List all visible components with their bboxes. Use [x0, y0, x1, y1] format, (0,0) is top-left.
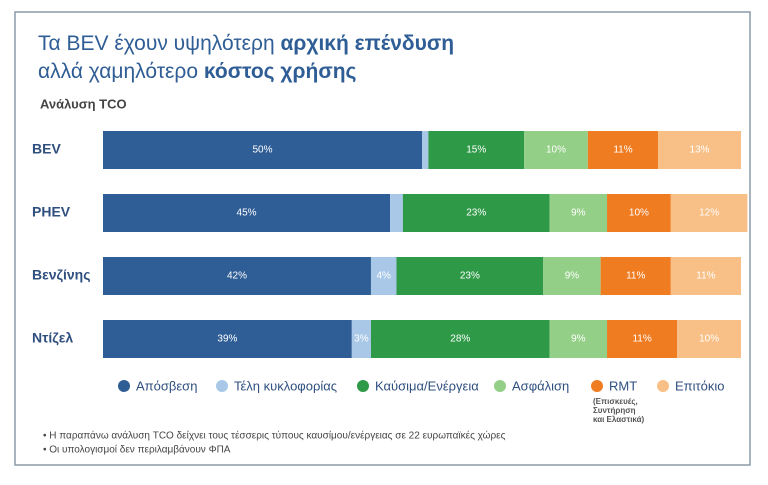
data-label: 15% — [466, 145, 486, 156]
data-label: 23% — [466, 208, 486, 219]
title-part: αρχική επένδυση — [280, 32, 454, 55]
bar-segment — [370, 257, 397, 295]
frame — [14, 11, 751, 466]
data-label: 23% — [460, 271, 480, 282]
bar-segment — [402, 194, 550, 232]
bar-segment — [670, 257, 741, 295]
title-part: κόστος χρήσης — [204, 60, 357, 83]
legend-label: RMT — [609, 378, 637, 393]
data-label: 11% — [696, 271, 715, 282]
bar-segment — [549, 320, 608, 358]
legend-label: Καύσιμα/Ενέργεια — [375, 378, 479, 393]
legend-marker — [657, 380, 669, 392]
bar-segment — [543, 257, 601, 295]
legend-label: Τέλη κυκλοφορίας — [234, 378, 337, 393]
bar-segment — [549, 194, 608, 232]
bar-segment — [422, 131, 429, 169]
category-label: PHEV — [32, 204, 71, 220]
legend-label: Επιτόκιο — [675, 378, 725, 393]
legend-marker — [118, 380, 130, 392]
bar-segment — [103, 257, 371, 295]
footnote: • Η παραπάνω ανάλυση TCO δείχνει τους τέ… — [43, 430, 506, 442]
legend-marker — [591, 380, 603, 392]
legend-note: και Ελαστικά) — [593, 415, 645, 424]
bar-segment — [670, 194, 748, 232]
legend-marker — [357, 380, 369, 392]
data-label: 10% — [699, 334, 719, 345]
data-label: 9% — [571, 334, 586, 345]
data-label: 45% — [237, 208, 257, 219]
legend-note: Συντήρηση — [593, 406, 636, 415]
legend-note: (Επισκευές, — [593, 397, 638, 406]
data-label: 11% — [613, 145, 632, 156]
bar-segment — [103, 194, 391, 232]
data-label: 10% — [546, 145, 566, 156]
bar-segment — [370, 320, 550, 358]
bar-segment — [607, 194, 671, 232]
bar-segment — [390, 194, 403, 232]
data-label: 13% — [690, 145, 710, 156]
legend-label: Απόσβεση — [136, 378, 197, 393]
data-label: 28% — [450, 334, 470, 345]
data-label: 3% — [354, 334, 369, 345]
bar-segment — [351, 320, 371, 358]
bar-segment — [658, 131, 741, 169]
data-label: 11% — [632, 334, 651, 345]
data-label: 39% — [217, 334, 237, 345]
chart-title: αλλά χαμηλότερο κόστος χρήσης — [38, 60, 357, 83]
bar-segment — [677, 320, 741, 358]
footnote: • Οι υπολογισμοί δεν περιλαμβάνουν ΦΠΑ — [43, 444, 231, 456]
legend-label: Ασφάλιση — [512, 378, 569, 393]
subtitle: Ανάλυση TCO — [40, 96, 127, 111]
bar-segment — [103, 131, 422, 169]
data-label: 10% — [629, 208, 649, 219]
data-label: 4% — [376, 271, 391, 282]
category-label: Βενζίνης — [32, 267, 91, 283]
data-label: 11% — [626, 271, 645, 282]
legend-marker — [494, 380, 506, 392]
title-part: αλλά χαμηλότερο — [38, 60, 204, 83]
data-label: 50% — [252, 145, 272, 156]
bar-segment — [428, 131, 525, 169]
data-label: 9% — [565, 271, 580, 282]
data-label: 42% — [227, 271, 247, 282]
bar-segment — [103, 320, 352, 358]
bar-segment — [600, 257, 671, 295]
category-label: BEV — [32, 141, 61, 157]
chart-title: Τα BEV έχουν υψηλότερη αρχική επένδυση — [38, 32, 454, 55]
bar-segment — [524, 131, 588, 169]
bar-segment — [587, 131, 659, 169]
bar-segment — [396, 257, 544, 295]
data-label: 9% — [571, 208, 586, 219]
data-label: 12% — [699, 208, 719, 219]
title-part: Τα BEV έχουν υψηλότερη — [38, 32, 280, 55]
bar-segment — [607, 320, 678, 358]
legend-marker — [216, 380, 228, 392]
category-label: Ντίζελ — [32, 330, 73, 346]
